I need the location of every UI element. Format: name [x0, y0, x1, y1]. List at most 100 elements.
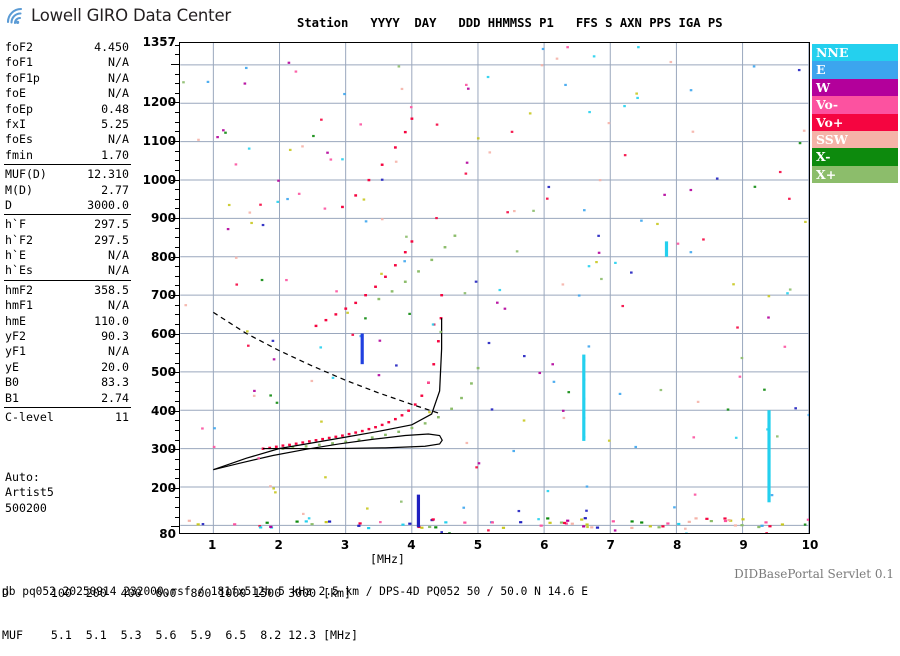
plot-canvas	[180, 43, 809, 533]
param-row-hes: h`Es N/A	[2, 263, 133, 278]
param-value: 358.5	[94, 282, 129, 297]
y-tick	[175, 478, 180, 480]
y-tick	[175, 429, 180, 431]
legend-item-nne[interactable]: NNE	[812, 44, 898, 62]
param-key: hmF2	[5, 282, 33, 297]
param-row-hmf1: hmF1 N/A	[2, 298, 133, 313]
param-key: yF1	[5, 344, 26, 359]
series-second-hop-vo-trace	[314, 240, 414, 328]
x-axis-tick-label: 4	[407, 538, 416, 552]
x-axis-labels: 1 2 3 4 5 6 7 8 9 10	[160, 538, 860, 554]
legend-item-w[interactable]: W	[812, 78, 898, 97]
param-row-yf1: yF1 N/A	[2, 344, 133, 359]
y-tick	[175, 160, 180, 162]
y-tick	[175, 112, 180, 114]
y-tick	[175, 362, 180, 364]
param-value: 0.48	[101, 101, 129, 116]
param-value: 3000.0	[87, 197, 129, 212]
y-tick	[175, 420, 180, 422]
y-axis-labels: 80 200 300 400 500 600 700 800 900 1000 1100 1200 13…	[130, 35, 176, 541]
x-axis-tick-label: 8	[672, 538, 682, 552]
y-tick	[175, 324, 180, 326]
param-key: fxI	[5, 116, 26, 131]
y-tick	[171, 449, 180, 451]
auto-info-line: 500200	[5, 500, 47, 515]
auto-info-line: Artist5	[5, 485, 54, 500]
y-tick	[171, 256, 180, 258]
param-row-fof2: foF2 4.450	[2, 40, 133, 55]
param-row-ye: yE 20.0	[2, 360, 133, 375]
y-tick	[175, 73, 180, 75]
y-axis-ticks	[170, 42, 180, 534]
y-tick	[175, 198, 180, 200]
y-axis-tick-label: 700	[150, 288, 176, 303]
brand-title: Lowell GIRO Data Center	[31, 6, 231, 25]
y-tick	[175, 507, 180, 509]
param-value: 5.25	[101, 116, 129, 131]
y-tick	[175, 246, 180, 248]
param-key: foEs	[5, 132, 33, 147]
param-key: yF2	[5, 329, 26, 344]
y-tick	[175, 468, 180, 470]
param-value: 20.0	[101, 359, 129, 374]
polarization-legend: NNE E W Vo- Vo+ SSW X- X+	[812, 44, 898, 184]
y-tick	[175, 83, 180, 85]
param-group-divider	[4, 214, 131, 216]
param-value: 4.450	[94, 40, 129, 54]
param-value: 83.3	[101, 375, 129, 390]
y-tick	[175, 227, 180, 229]
curve-e-region-valley	[213, 433, 443, 471]
y-tick	[175, 391, 180, 393]
y-tick	[175, 352, 180, 354]
y-tick	[171, 333, 180, 335]
param-value: 90.3	[101, 329, 129, 344]
curve-profile-h-f-solid-curve	[213, 318, 443, 471]
param-row-foes: foEs N/A	[2, 132, 133, 147]
param-row-clevel: C-level 11	[2, 410, 133, 425]
y-axis-tick-label: 600	[150, 326, 176, 341]
wifi-arc-icon	[6, 7, 28, 25]
param-key: foE	[5, 86, 26, 101]
param-value: N/A	[108, 248, 129, 263]
param-value: N/A	[108, 132, 129, 147]
param-value: 1.70	[101, 147, 129, 162]
legend-item-x[interactable]: X+	[812, 165, 898, 184]
legend-item-vo[interactable]: Vo+	[812, 113, 898, 131]
legend-item-vo[interactable]: Vo-	[812, 96, 898, 114]
y-tick	[171, 63, 180, 65]
param-value: N/A	[108, 86, 129, 101]
muf-table: D 100 200 400 600 800 1000 1500 3000 [km…	[2, 558, 358, 656]
x-axis-tick-label: 3	[340, 538, 350, 552]
param-key: fmin	[5, 147, 33, 162]
y-tick	[175, 516, 180, 518]
param-key: B1	[5, 390, 19, 405]
legend-item-e[interactable]: E	[812, 61, 898, 79]
y-axis-tick-label: 1200	[142, 95, 176, 110]
y-tick	[175, 54, 180, 56]
param-key: hmE	[5, 313, 26, 328]
x-axis-tick-label: 5	[473, 538, 483, 552]
y-tick	[171, 526, 180, 528]
param-key: foEp	[5, 101, 33, 116]
y-tick	[171, 218, 180, 220]
y-tick	[175, 266, 180, 268]
param-row-md: M(D) 2.77	[2, 183, 133, 198]
param-group-divider	[4, 279, 131, 281]
ionogram-plot[interactable]	[179, 42, 810, 534]
param-row-b0: B0 83.3	[2, 375, 133, 390]
param-value: 2.77	[101, 182, 129, 197]
y-tick	[175, 458, 180, 460]
y-axis-tick-label: 400	[150, 403, 176, 418]
y-tick	[175, 92, 180, 94]
y-tick	[175, 304, 180, 306]
legend-item-ssw[interactable]: SSW	[812, 130, 898, 149]
param-row-mufd: MUF(D) 12.310	[2, 167, 133, 182]
x-axis-tick-label: 2	[274, 538, 283, 552]
background-noise	[182, 46, 809, 533]
y-tick	[171, 487, 180, 489]
legend-item-x[interactable]: X-	[812, 148, 898, 166]
y-tick	[175, 44, 180, 46]
auto-info-line: Auto:	[5, 470, 40, 484]
y-tick	[171, 102, 180, 104]
param-value: N/A	[108, 263, 129, 278]
